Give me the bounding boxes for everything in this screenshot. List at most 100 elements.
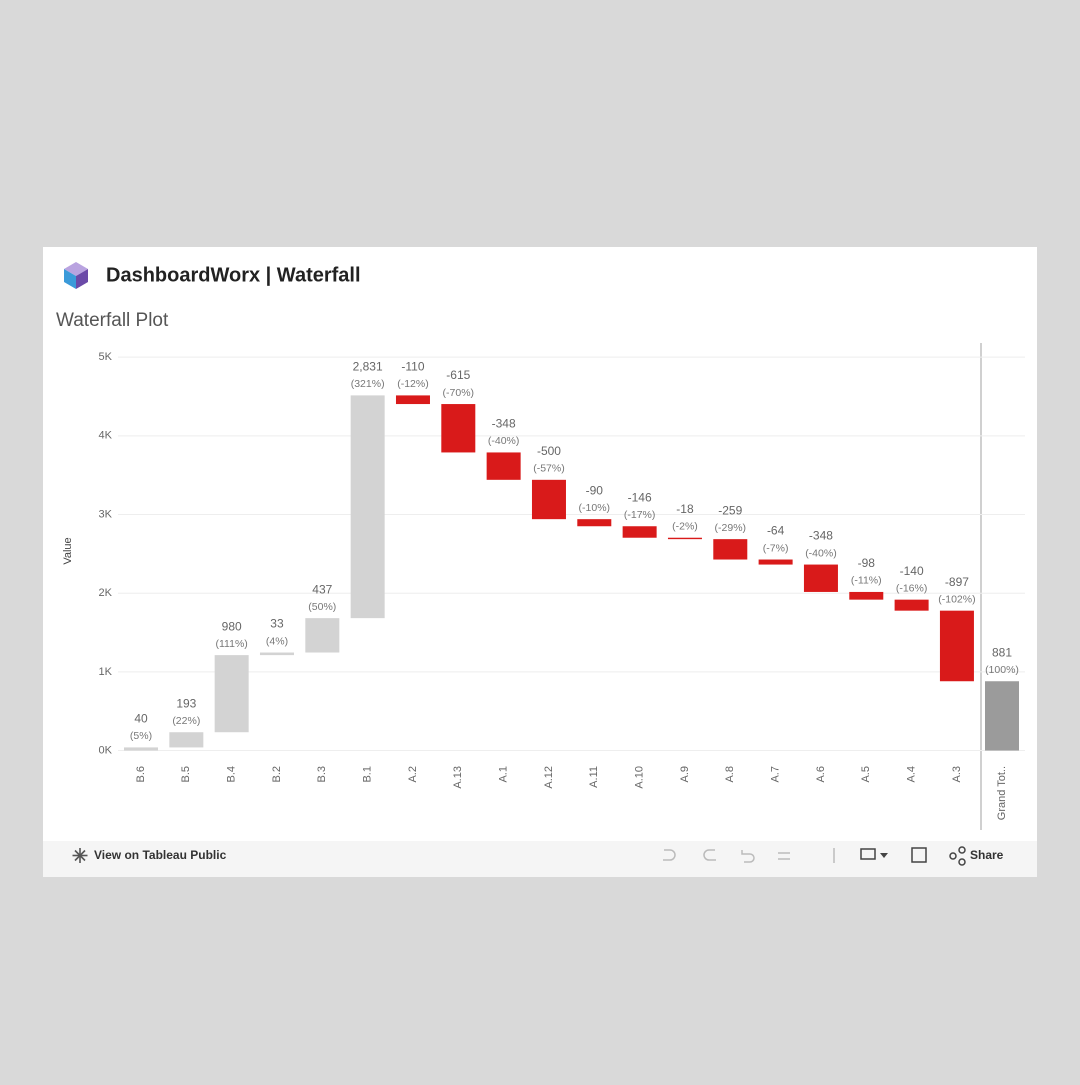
plot: 0K 1K 2K 3K 4K 5K 40 (5%) B.6 193 (22%) B.5 980 (111%… xyxy=(99,351,1025,820)
share-label: (50%) xyxy=(308,601,336,613)
y-tick-label: 2K xyxy=(99,587,113,599)
bar xyxy=(939,610,974,682)
y-axis-title: Value xyxy=(62,537,74,564)
tableau-icon xyxy=(72,848,88,863)
share-label: (-70%) xyxy=(443,387,475,399)
x-tick-label: A.9 xyxy=(679,766,691,783)
share-label: (-2%) xyxy=(672,521,698,533)
total-bar xyxy=(985,681,1019,751)
value-label: -500 xyxy=(537,444,561,458)
x-tick-label: A.8 xyxy=(724,766,736,783)
download-icon[interactable] xyxy=(860,848,876,860)
share-label: (-29%) xyxy=(715,522,747,534)
bar xyxy=(894,599,929,611)
share-label: (4%) xyxy=(266,635,288,647)
value-label: -146 xyxy=(628,490,652,504)
value-label: -348 xyxy=(809,529,833,543)
bar xyxy=(395,395,430,405)
value-label: 193 xyxy=(176,696,196,710)
x-tick-label: B.1 xyxy=(362,766,374,783)
y-tick-label: 4K xyxy=(99,430,113,442)
value-label: -348 xyxy=(492,417,516,431)
value-label: -18 xyxy=(676,502,694,516)
view-link[interactable]: View on Tableau Public xyxy=(94,848,227,862)
x-tick-label: A.4 xyxy=(906,766,918,783)
chart-title: Waterfall Plot xyxy=(56,310,169,331)
share-label: (-57%) xyxy=(533,463,565,475)
bar xyxy=(849,591,884,600)
x-tick-label: A.7 xyxy=(770,766,782,783)
value-label: 40 xyxy=(134,712,148,726)
x-tick-label: Grand Tot.. xyxy=(996,766,1008,820)
bar xyxy=(350,395,385,619)
bar xyxy=(577,519,612,527)
value-label: -897 xyxy=(945,575,969,589)
bar xyxy=(713,539,748,560)
bar xyxy=(531,479,566,520)
share-label: (5%) xyxy=(130,730,152,742)
share-label: (-40%) xyxy=(488,435,520,447)
share-label: (321%) xyxy=(351,378,385,390)
bar xyxy=(758,559,793,565)
y-tick-label: 5K xyxy=(99,351,113,363)
x-tick-label: A.1 xyxy=(498,766,510,783)
fullscreen-icon[interactable] xyxy=(911,847,927,863)
x-tick-label: A.13 xyxy=(452,766,464,789)
dropdown-arrow[interactable] xyxy=(880,853,888,858)
x-tick-label: B.6 xyxy=(135,766,147,783)
value-label: 2,831 xyxy=(353,360,383,374)
refresh-icon[interactable] xyxy=(778,852,790,860)
share-icon[interactable] xyxy=(949,852,957,860)
bar xyxy=(441,404,476,453)
value-label: -615 xyxy=(446,368,470,382)
share-label: (-16%) xyxy=(896,582,928,594)
value-label: -140 xyxy=(900,564,924,578)
share-label: (22%) xyxy=(172,715,200,727)
share-label: (100%) xyxy=(985,664,1019,676)
x-tick-label: B.5 xyxy=(180,766,192,783)
value-label: -110 xyxy=(401,360,424,374)
x-tick-label: A.11 xyxy=(588,766,600,788)
share-button[interactable]: Share xyxy=(970,848,1004,862)
x-tick-label: A.2 xyxy=(407,766,419,783)
value-label: 881 xyxy=(992,645,1012,659)
bar xyxy=(622,526,657,538)
share-label: (-10%) xyxy=(579,502,611,514)
share-label: (-40%) xyxy=(805,547,837,559)
share-label: (111%) xyxy=(216,638,248,650)
header-title: DashboardWorx | Waterfall xyxy=(106,264,361,286)
share-label: (-12%) xyxy=(397,378,429,390)
y-tick-label: 3K xyxy=(99,508,113,520)
bar xyxy=(486,452,521,480)
card xyxy=(43,247,1037,877)
value-label: -90 xyxy=(586,483,604,497)
x-tick-label: B.4 xyxy=(226,766,238,783)
redo-icon[interactable] xyxy=(703,849,716,861)
bar xyxy=(124,747,158,751)
share-label: (-11%) xyxy=(851,575,882,587)
value-label: -64 xyxy=(767,524,785,538)
share-label: (-7%) xyxy=(763,542,789,554)
x-tick-label: A.10 xyxy=(634,766,646,789)
value-label: -259 xyxy=(718,503,742,517)
value-label: 980 xyxy=(222,619,242,633)
bar xyxy=(169,732,204,748)
share-label: (-17%) xyxy=(624,509,656,521)
undo-icon[interactable] xyxy=(663,849,676,861)
share-label: (-102%) xyxy=(938,593,975,605)
x-tick-label: A.6 xyxy=(815,766,827,783)
value-label: -98 xyxy=(858,556,876,570)
value-label: 33 xyxy=(270,617,284,631)
revert-icon[interactable] xyxy=(741,850,755,863)
logo xyxy=(64,262,88,289)
x-tick-label: A.12 xyxy=(543,766,555,789)
bar xyxy=(667,537,702,540)
y-tick-label: 1K xyxy=(99,666,113,678)
bar xyxy=(305,618,340,653)
x-tick-label: A.5 xyxy=(860,766,872,783)
y-tick-label: 0K xyxy=(99,744,113,756)
x-tick-label: B.2 xyxy=(271,766,283,783)
toolbar-icons xyxy=(663,848,835,863)
